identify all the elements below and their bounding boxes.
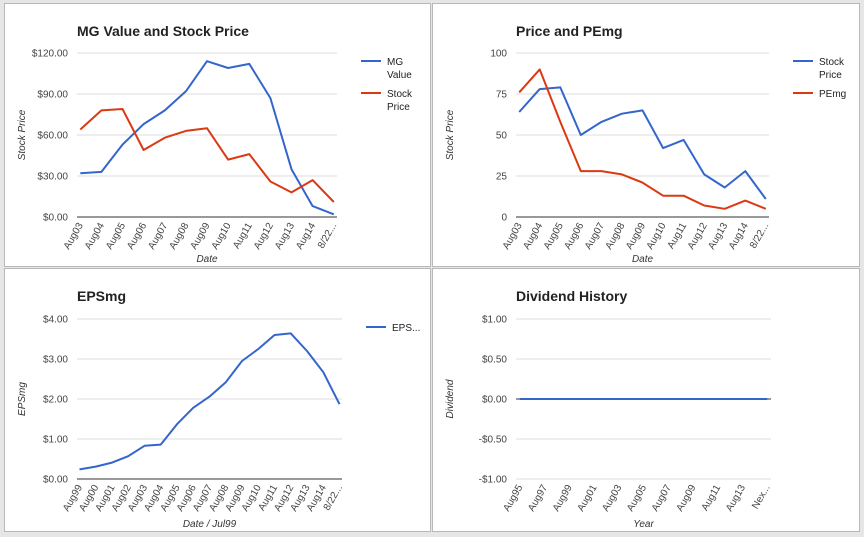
y-tick-label: 25	[496, 172, 508, 183]
x-tick-label: Aug01	[576, 483, 600, 514]
x-tick-label: Aug09	[675, 483, 699, 514]
legend-label: EPS...	[392, 323, 420, 334]
chart-mg-value: MG Value and Stock Price $0.00 $30.00 $60.0…	[17, 23, 413, 265]
chart-title: MG Value and Stock Price	[77, 23, 249, 39]
y-axis-title: EPSmg	[17, 382, 28, 416]
chart-title: Price and PEmg	[516, 23, 623, 39]
x-tick-label: Aug04	[83, 221, 107, 252]
x-tick-label: 8/22...	[316, 221, 339, 251]
y-tick-label: $1.00	[43, 435, 68, 446]
legend-label: Price	[819, 70, 842, 81]
y-tick-label: $30.00	[37, 172, 68, 183]
x-axis-title: Date	[196, 254, 218, 265]
y-tick-label: $0.00	[43, 213, 68, 224]
series-line-0	[80, 60, 335, 216]
chart-epsmg: EPSmg$0.00$1.00$2.00$3.00$4.00Aug99Aug00…	[17, 288, 420, 530]
x-tick-label: Aug07	[650, 483, 674, 514]
x-tick-label: Aug03	[62, 221, 86, 252]
x-tick-label: 8/22...	[748, 221, 771, 251]
chart-panel-mg-value: MG Value and Stock Price $0.00 $30.00 $60.0…	[4, 3, 431, 267]
x-tick-label: Aug14	[727, 221, 751, 252]
legend-label: Value	[387, 70, 412, 81]
y-axis-title: Stock Price	[445, 109, 456, 160]
series-line-0	[518, 86, 767, 200]
legend-label: Stock	[819, 57, 845, 68]
x-tick-label: Aug13	[724, 483, 748, 514]
x-tick-label: Aug08	[167, 221, 191, 252]
x-tick-label: Nex...	[750, 483, 773, 511]
chart-panel-epsmg: EPSmg $0.00 $1.00 $2.00 $3.00 $4.00 Aug99 Aug00…	[4, 268, 431, 532]
y-tick-label: 75	[496, 90, 508, 101]
legend-label: Stock	[387, 89, 413, 100]
y-tick-label: 50	[496, 131, 508, 142]
x-tick-label: Aug11	[700, 483, 724, 513]
y-tick-label: $90.00	[37, 90, 68, 101]
series-line-1	[79, 108, 335, 203]
x-tick-label: Aug05	[104, 221, 128, 252]
y-axis-title: Stock Price	[17, 109, 28, 160]
y-tick-label: 0	[501, 213, 507, 224]
x-tick-label: Aug14	[294, 221, 318, 252]
series-line-1	[518, 68, 767, 210]
chart-panel-dividend: Dividend History -$1.00 -$0.50 $0.00 $0.50 $1…	[432, 268, 860, 532]
x-tick-label: Aug10	[210, 221, 234, 252]
x-axis-title: Date	[632, 254, 654, 265]
y-tick-label: $1.00	[482, 315, 507, 326]
x-tick-label: Aug99	[551, 483, 575, 514]
legend-label: Price	[387, 102, 410, 113]
y-tick-label: -$1.00	[479, 475, 508, 486]
y-tick-label: $3.00	[43, 355, 68, 366]
y-tick-label: $2.00	[43, 395, 68, 406]
y-tick-label: $0.00	[482, 395, 507, 406]
x-axis-title: Date / Jul99	[183, 519, 237, 530]
legend-label: MG	[387, 57, 403, 68]
y-tick-label: $4.00	[43, 315, 68, 326]
x-tick-label: Aug09	[189, 221, 213, 252]
y-tick-label: $0.50	[482, 355, 507, 366]
x-tick-label: Aug97	[526, 483, 550, 514]
chart-dividend: Dividend History -$1.00 -$0.50 $0.00 $0.50 $1…	[445, 288, 773, 530]
x-tick-label: Aug13	[273, 221, 297, 252]
x-tick-label: Aug95	[501, 483, 525, 514]
x-axis-title: Year	[633, 519, 654, 530]
y-tick-label: -$0.50	[479, 435, 508, 446]
chart-title: Dividend History	[516, 288, 627, 304]
x-tick-label: Aug06	[125, 221, 149, 252]
y-tick-label: 100	[490, 49, 507, 60]
x-tick-label: Aug12	[252, 221, 276, 252]
chart-price-pemg: Price and PEmg0255075100Aug03Aug04Aug05A…	[445, 23, 846, 265]
y-tick-label: $120.00	[32, 49, 69, 60]
legend-label: PEmg	[819, 89, 846, 100]
y-axis-title: Dividend	[445, 379, 456, 418]
x-tick-label: Aug10	[645, 221, 669, 252]
y-tick-label: $60.00	[37, 131, 68, 142]
chart-title: EPSmg	[77, 288, 126, 304]
y-tick-label: $0.00	[43, 475, 68, 486]
x-tick-label: Aug05	[625, 483, 649, 514]
chart-panel-price-pemg: Price and PEmg 0 25 50 75 100 Aug03 Aug04 Aug05 A…	[432, 3, 860, 267]
series-line-0	[79, 332, 341, 471]
x-tick-label: Aug03	[600, 483, 624, 514]
x-tick-label: Aug07	[146, 221, 170, 252]
